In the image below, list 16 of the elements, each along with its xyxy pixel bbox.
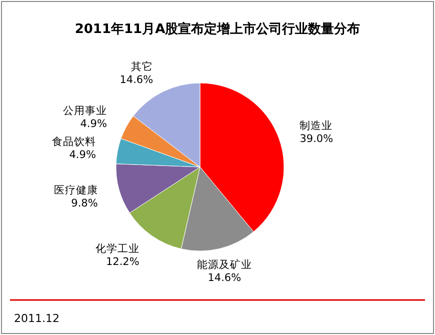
chart-title: 2011年11月A股宣布定增上市公司行业数量分布	[74, 21, 360, 37]
slice-label: 公用事业	[62, 104, 107, 118]
data-label: 4.9%	[69, 148, 96, 161]
data-label: 9.8%	[71, 197, 98, 210]
data-label: 14.6%	[208, 272, 242, 284]
slice-label: 食品饮料	[52, 134, 96, 148]
data-label: 4.9%	[80, 118, 107, 130]
slice-label: 其它	[131, 60, 154, 73]
data-label: 12.2%	[106, 256, 140, 268]
slice-label: 能源及矿业	[196, 258, 252, 272]
data-label: 39.0%	[300, 133, 334, 146]
data-label: 14.6%	[120, 74, 154, 86]
text: 2011.12	[14, 312, 60, 325]
slice-label: 化学工业	[95, 242, 140, 255]
slice-label: 医疗健康	[54, 183, 98, 196]
slice-label: 制造业	[300, 119, 333, 132]
